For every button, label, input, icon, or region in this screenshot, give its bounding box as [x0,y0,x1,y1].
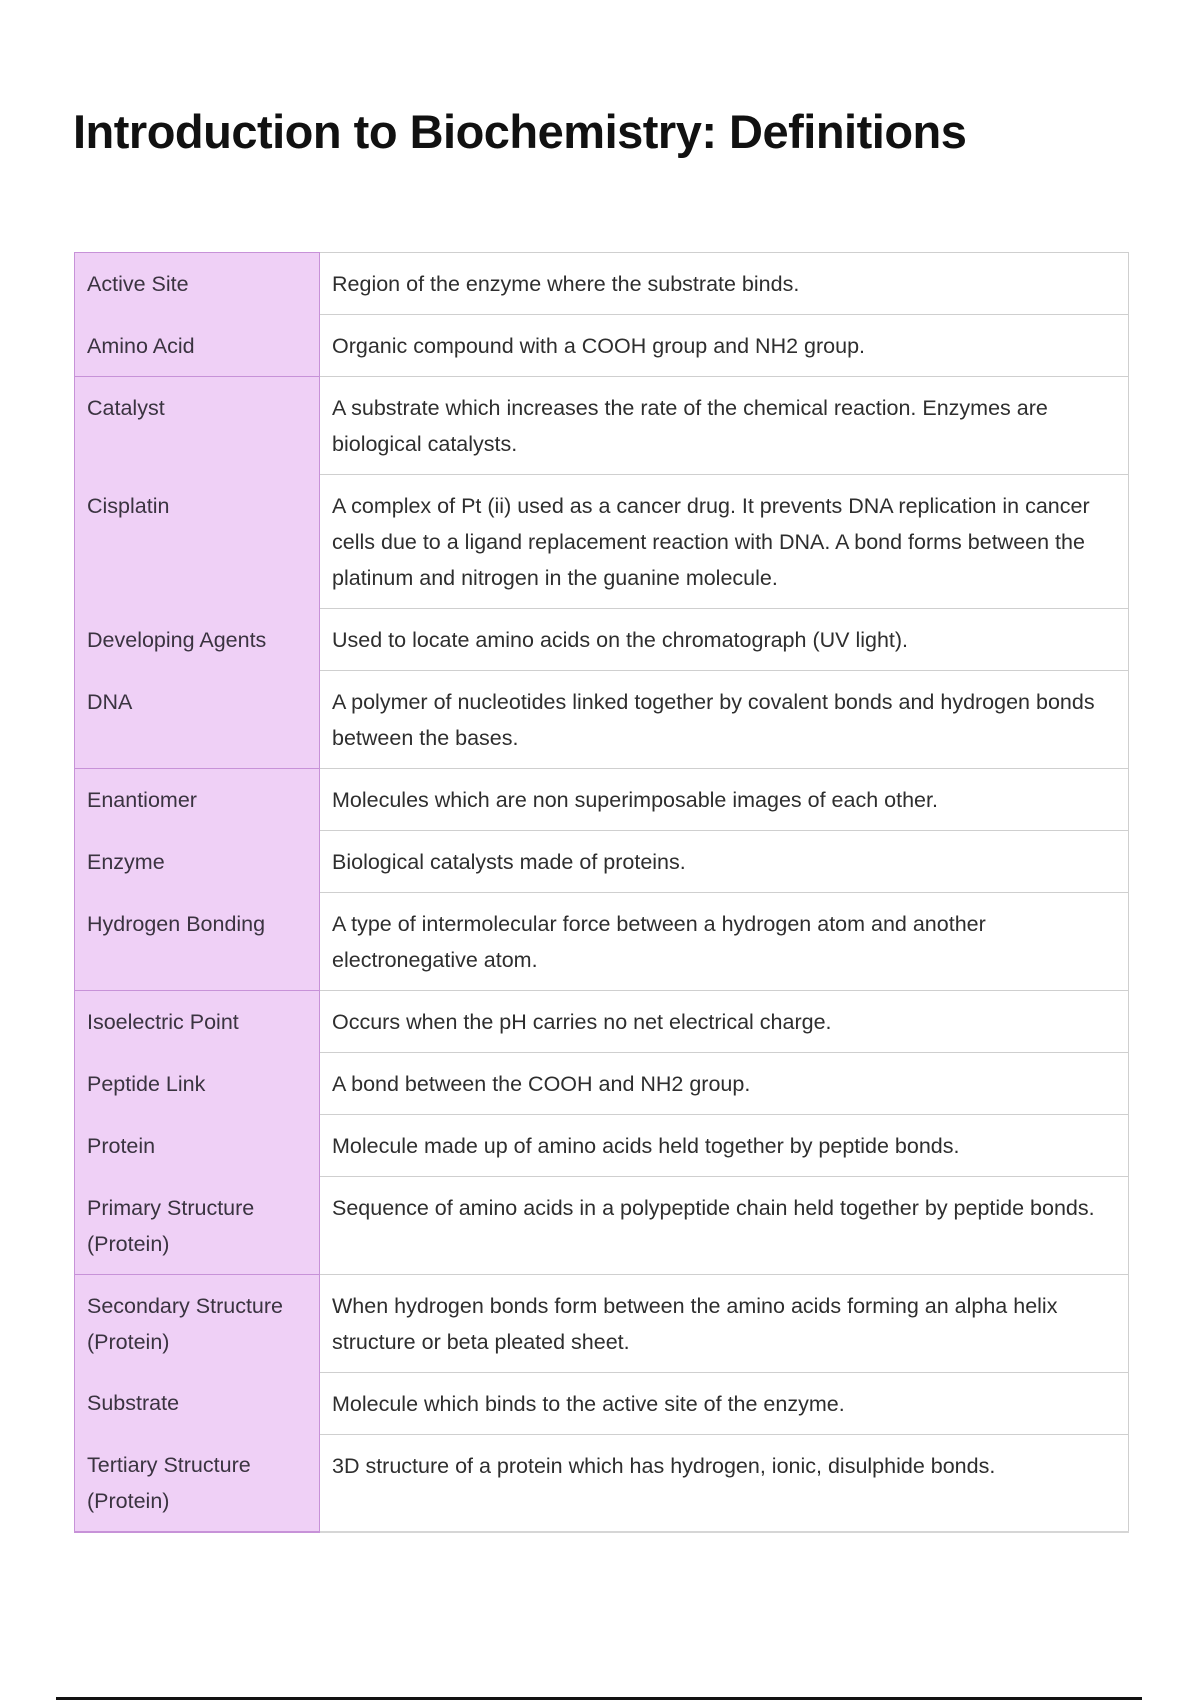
table-row: Substrate Molecule which binds to the act… [74,1371,1129,1435]
table-row: Amino Acid Organic compound with a COOH g… [74,314,1129,377]
table-row: Peptide Link A bond between the COOH and … [74,1052,1129,1115]
page-title: Introduction to Biochemistry: Definition… [73,105,967,158]
term-cell: Tertiary Structure (Protein) [74,1434,320,1533]
table-row: Isoelectric Point Occurs when the pH carr… [74,990,1129,1053]
definition-cell: Molecule which binds to the active site … [319,1371,1129,1435]
term-cell: Substrate [74,1372,320,1434]
table-row: Cisplatin A complex of Pt (ii) used as a … [74,474,1129,609]
term-cell: Catalyst [74,376,320,475]
term-cell: Isoelectric Point [74,990,320,1053]
definition-cell: Molecules which are non superimposable i… [319,768,1129,831]
table-row: Hydrogen Bonding A type of intermolecular… [74,892,1129,991]
table-row: Primary Structure (Protein) Sequence of a… [74,1176,1129,1275]
term-cell: Amino Acid [74,314,320,377]
definition-cell: A bond between the COOH and NH2 group. [319,1052,1129,1115]
definition-cell: A complex of Pt (ii) used as a cancer dr… [319,474,1129,609]
definition-cell: Used to locate amino acids on the chroma… [319,608,1129,671]
definition-cell: Organic compound with a COOH group and N… [319,314,1129,377]
term-cell: Enantiomer [74,768,320,831]
table-row: DNA A polymer of nucleotides linked toget… [74,670,1129,769]
definitions-table: Active Site Region of the enzyme where th… [74,252,1129,1533]
term-cell: Secondary Structure (Protein) [74,1273,320,1372]
term-cell: Developing Agents [74,608,320,671]
definition-cell: A substrate which increases the rate of … [319,376,1129,475]
definition-cell: Biological catalysts made of proteins. [319,830,1129,893]
table-row: Enzyme Biological catalysts made of prote… [74,830,1129,893]
definition-cell: Sequence of amino acids in a polypeptide… [319,1176,1129,1275]
term-cell: Enzyme [74,830,320,893]
definition-cell: Molecule made up of amino acids held tog… [319,1114,1129,1177]
definition-cell: Occurs when the pH carries no net electr… [319,990,1129,1053]
definition-cell: 3D structure of a protein which has hydr… [319,1433,1129,1533]
definition-cell: A type of intermolecular force between a… [319,892,1129,991]
table-row: Active Site Region of the enzyme where th… [74,252,1129,315]
table-row: Enantiomer Molecules which are non superi… [74,768,1129,831]
definition-cell: Region of the enzyme where the substrate… [319,252,1129,315]
term-cell: Hydrogen Bonding [74,892,320,991]
term-cell: Protein [74,1114,320,1177]
table-row: Catalyst A substrate which increases the … [74,376,1129,475]
table-row: Protein Molecule made up of amino acids h… [74,1114,1129,1177]
definition-cell: When hydrogen bonds form between the ami… [319,1273,1129,1373]
term-cell: Primary Structure (Protein) [74,1176,320,1274]
table-row: Tertiary Structure (Protein) 3D structure… [74,1433,1129,1533]
footer-divider [56,1697,1142,1700]
definition-cell: A polymer of nucleotides linked together… [319,670,1129,769]
term-cell: Active Site [74,252,320,315]
term-cell: Peptide Link [74,1052,320,1115]
table-row: Secondary Structure (Protein) When hydrog… [74,1273,1129,1373]
table-row: Developing Agents Used to locate amino ac… [74,608,1129,671]
term-cell: DNA [74,670,320,769]
term-cell: Cisplatin [74,474,320,609]
